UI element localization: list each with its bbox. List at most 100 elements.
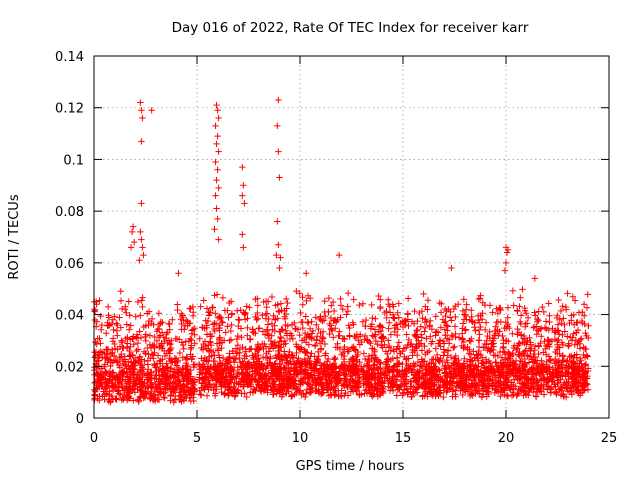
data-point (390, 314, 397, 321)
data-point (275, 96, 282, 104)
data-point (212, 370, 219, 377)
data-point (227, 336, 235, 343)
data-point (96, 297, 103, 304)
data-point (125, 379, 132, 387)
data-point (405, 336, 413, 344)
data-point (468, 335, 475, 343)
data-point (239, 163, 246, 171)
data-point (496, 328, 503, 335)
data-point (331, 354, 338, 362)
data-point (437, 324, 445, 331)
data-point (543, 358, 550, 366)
data-point (92, 388, 99, 395)
data-point (180, 345, 187, 353)
data-point (436, 299, 443, 307)
data-point (565, 375, 572, 383)
data-point (325, 355, 332, 363)
data-point (157, 320, 164, 327)
data-point (568, 359, 575, 367)
data-point (136, 257, 143, 264)
data-point (555, 296, 562, 304)
data-point (302, 313, 309, 320)
data-point (496, 304, 503, 312)
data-point (264, 298, 272, 305)
data-point (516, 303, 523, 310)
data-point (175, 383, 183, 390)
data-point (257, 372, 264, 379)
data-point (441, 349, 448, 356)
data-point (288, 391, 296, 399)
data-point (371, 361, 378, 368)
data-point (547, 386, 554, 393)
data-point (277, 344, 284, 351)
data-point (219, 294, 227, 301)
data-point (437, 309, 445, 316)
data-point (244, 324, 251, 332)
data-point (531, 275, 539, 282)
data-point (323, 387, 331, 394)
data-point (385, 337, 392, 344)
data-point (204, 383, 211, 390)
data-point (277, 254, 284, 261)
data-point (274, 388, 282, 395)
data-point (296, 290, 303, 297)
data-point (584, 386, 592, 393)
data-point (311, 367, 319, 375)
x-tick-label: 20 (498, 431, 515, 446)
data-point (444, 335, 451, 342)
data-point (321, 340, 329, 348)
data-point (404, 341, 411, 349)
data-point (209, 321, 217, 328)
data-point (350, 321, 357, 328)
data-point (433, 351, 441, 359)
data-point (325, 294, 332, 302)
data-point (326, 320, 333, 328)
data-point (459, 391, 466, 399)
data-point (542, 318, 550, 325)
data-point (394, 343, 401, 350)
data-point (475, 295, 482, 303)
data-point (208, 373, 215, 380)
data-point (235, 316, 242, 323)
data-point (296, 331, 303, 339)
data-point (184, 318, 191, 325)
data-point (452, 313, 459, 321)
data-point (271, 315, 279, 323)
data-point (359, 300, 367, 308)
data-point (434, 371, 441, 378)
data-point (263, 350, 270, 357)
data-point (489, 340, 496, 348)
data-point (91, 354, 99, 361)
data-point (326, 361, 333, 369)
data-point (477, 369, 485, 376)
data-point (448, 264, 455, 272)
data-point (270, 365, 277, 372)
data-point (308, 376, 316, 384)
data-point (405, 322, 412, 330)
data-point (269, 391, 277, 398)
data-point (395, 339, 403, 346)
data-point (160, 393, 167, 401)
data-point (521, 363, 529, 370)
data-point (160, 366, 167, 373)
data-point (444, 327, 451, 334)
data-point (130, 341, 137, 348)
data-point (552, 348, 559, 356)
data-point (371, 348, 379, 355)
data-point (287, 393, 295, 400)
data-point (97, 312, 104, 320)
data-point (196, 335, 203, 342)
data-point (293, 287, 300, 295)
data-point (167, 365, 174, 372)
data-point (273, 371, 280, 378)
data-point (274, 301, 281, 308)
data-point (525, 375, 532, 382)
data-point (218, 360, 226, 367)
data-point (128, 228, 136, 236)
data-point (219, 372, 227, 380)
data-point (104, 354, 111, 362)
data-point (377, 303, 384, 311)
data-point (259, 328, 267, 335)
data-point (352, 387, 360, 395)
data-point (452, 356, 460, 364)
